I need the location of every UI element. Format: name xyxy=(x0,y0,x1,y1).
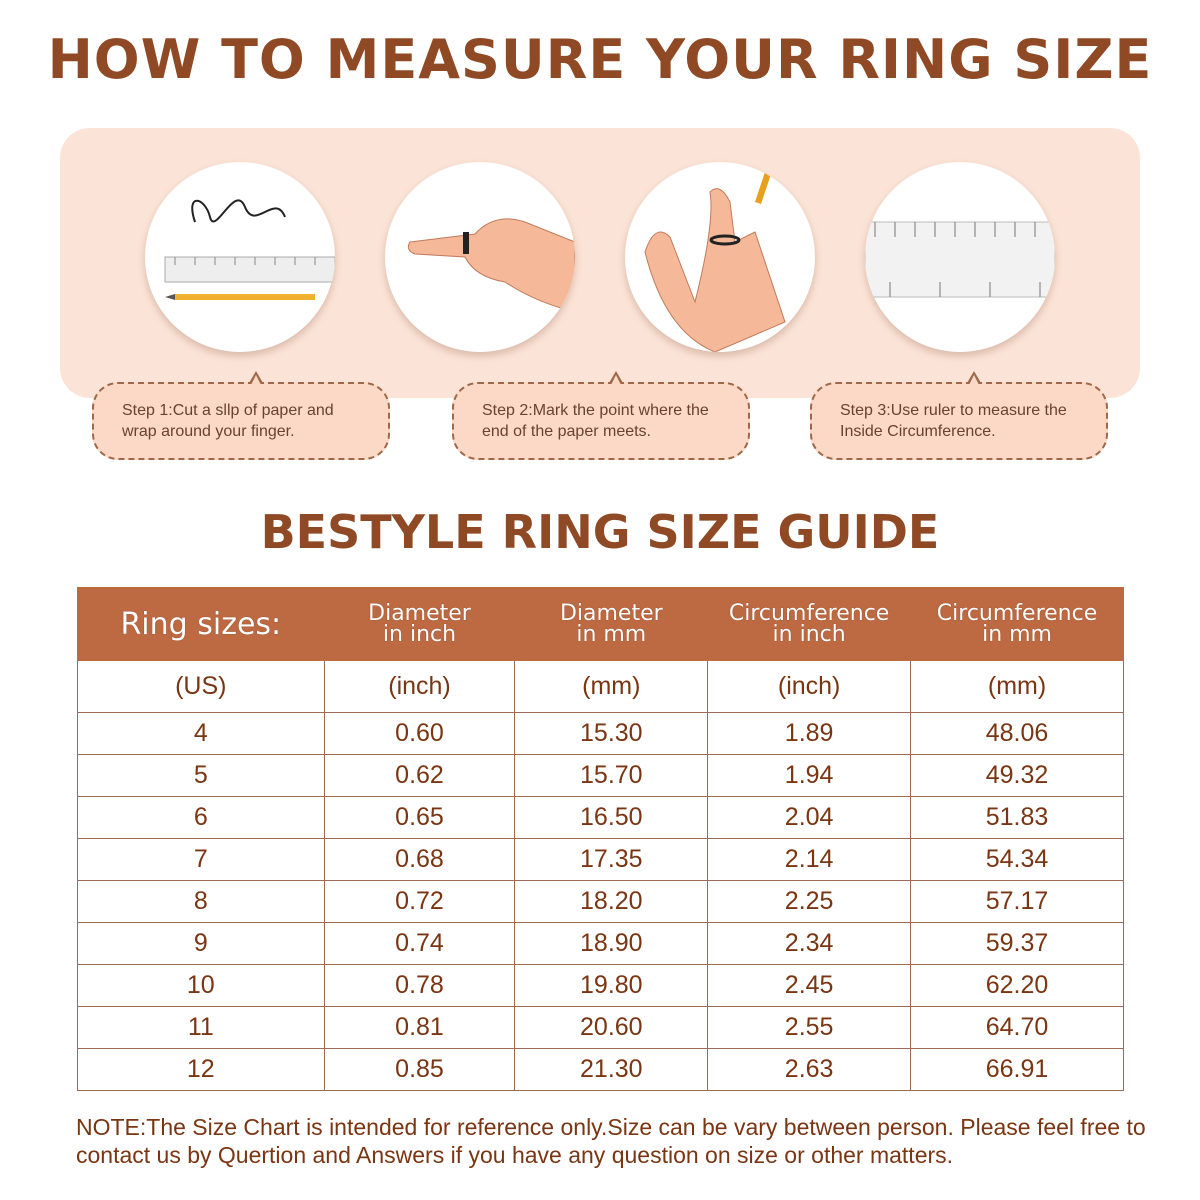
table-row: 5 0.62 15.70 1.94 49.32 xyxy=(77,754,1124,797)
table-cell: 54.34 xyxy=(910,838,1124,881)
table-cell: 11 xyxy=(77,1006,325,1049)
table-row: 11 0.81 20.60 2.55 64.70 xyxy=(77,1006,1124,1049)
table-cell: 1.94 xyxy=(707,754,912,797)
table-cell: 20.60 xyxy=(514,1006,709,1049)
table-row: 4 0.60 15.30 1.89 48.06 xyxy=(77,712,1124,755)
table-row: 12 0.85 21.30 2.63 66.91 xyxy=(77,1048,1124,1091)
table-cell: 21.30 xyxy=(514,1048,709,1091)
table-cell: 18.20 xyxy=(514,880,709,923)
table-cell: 62.20 xyxy=(910,964,1124,1007)
table-cell: 2.25 xyxy=(707,880,912,923)
table-cell: 0.62 xyxy=(323,754,516,797)
header-diameter-inch: Diameter in inch xyxy=(323,587,516,661)
table-cell: 66.91 xyxy=(910,1048,1124,1091)
table-header-row: Ring sizes: Diameter in inch Diameter in m… xyxy=(77,587,1124,661)
step-3-bubble: Step 3:Use ruler to measure the Inside C… xyxy=(810,371,1108,460)
table-cell: 0.85 xyxy=(323,1048,516,1091)
table-cell: 0.78 xyxy=(323,964,516,1007)
table-cell: 0.72 xyxy=(323,880,516,923)
step-2-bubble: Step 2:Mark the point where the end of t… xyxy=(452,371,750,460)
table-cell: 17.35 xyxy=(514,838,709,881)
table-cell: 51.83 xyxy=(910,796,1124,839)
table-cell: 57.17 xyxy=(910,880,1124,923)
header-ring-sizes: Ring sizes: xyxy=(77,587,325,661)
table-cell: 2.45 xyxy=(707,964,912,1007)
header-circumference-inch: Circumference in inch xyxy=(707,587,912,661)
unit-cell: (mm) xyxy=(910,660,1124,713)
table-row: 10 0.78 19.80 2.45 62.20 xyxy=(77,964,1124,1007)
table-cell: 19.80 xyxy=(514,964,709,1007)
ring-size-table: Ring sizes: Diameter in inch Diameter in m… xyxy=(77,587,1124,1091)
table-cell: 59.37 xyxy=(910,922,1124,965)
string-ruler-pencil-image xyxy=(145,162,335,352)
table-cell: 0.60 xyxy=(323,712,516,755)
table-cell: 12 xyxy=(77,1048,325,1091)
table-cell: 8 xyxy=(77,880,325,923)
table-row: 9 0.74 18.90 2.34 59.37 xyxy=(77,922,1124,965)
table-cell: 15.70 xyxy=(514,754,709,797)
header-diameter-mm: Diameter in mm xyxy=(514,587,709,661)
finger-mark-image xyxy=(625,162,815,352)
table-cell: 15.30 xyxy=(514,712,709,755)
table-cell: 2.55 xyxy=(707,1006,912,1049)
table-row: 6 0.65 16.50 2.04 51.83 xyxy=(77,796,1124,839)
table-cell: 2.34 xyxy=(707,922,912,965)
table-cell: 49.32 xyxy=(910,754,1124,797)
table-row: 8 0.72 18.20 2.25 57.17 xyxy=(77,880,1124,923)
note-text: NOTE:The Size Chart is intended for refe… xyxy=(76,1114,1146,1168)
table-cell: 5 xyxy=(77,754,325,797)
table-cell: 18.90 xyxy=(514,922,709,965)
table-cell: 2.14 xyxy=(707,838,912,881)
table-cell: 0.68 xyxy=(323,838,516,881)
table-cell: 64.70 xyxy=(910,1006,1124,1049)
table-cell: 7 xyxy=(77,838,325,881)
step-1-bubble: Step 1:Cut a sllp of paper and wrap arou… xyxy=(92,371,390,460)
table-cell: 0.65 xyxy=(323,796,516,839)
table-cell: 2.04 xyxy=(707,796,912,839)
finger-wrap-image xyxy=(385,162,575,352)
table-cell: 9 xyxy=(77,922,325,965)
table-cell: 2.63 xyxy=(707,1048,912,1091)
table-cell: 0.81 xyxy=(323,1006,516,1049)
table-cell: 10 xyxy=(77,964,325,1007)
table-row: 7 0.68 17.35 2.14 54.34 xyxy=(77,838,1124,881)
ruler-image xyxy=(865,162,1055,352)
table-cell: 4 xyxy=(77,712,325,755)
unit-cell: (inch) xyxy=(323,660,516,713)
unit-cell: (inch) xyxy=(707,660,912,713)
table-cell: 6 xyxy=(77,796,325,839)
units-row: (US) (inch) (mm) (inch) (mm) xyxy=(77,660,1124,713)
unit-cell: (mm) xyxy=(514,660,709,713)
header-circumference-mm: Circumference in mm xyxy=(910,587,1124,661)
page-title: HOW TO MEASURE YOUR RING SIZE xyxy=(47,28,1153,91)
table-cell: 16.50 xyxy=(514,796,709,839)
unit-cell: (US) xyxy=(77,660,325,713)
guide-title: BESTYLE RING SIZE GUIDE xyxy=(260,505,940,559)
table-cell: 48.06 xyxy=(910,712,1124,755)
table-cell: 1.89 xyxy=(707,712,912,755)
table-cell: 0.74 xyxy=(323,922,516,965)
